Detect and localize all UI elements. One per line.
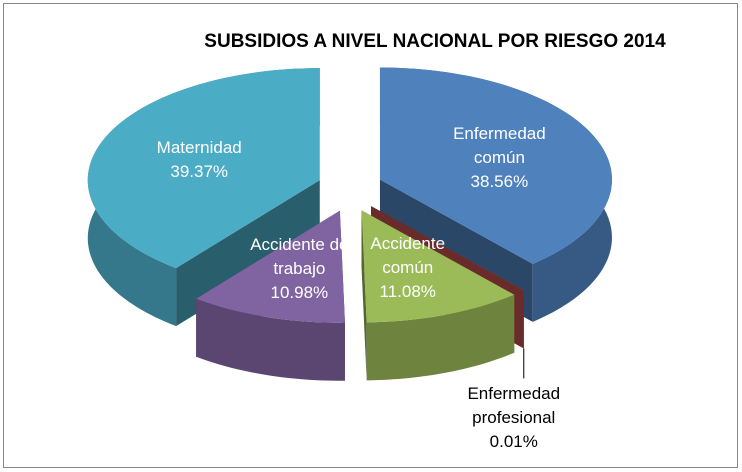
label-box: Enfermedad profesional 0.01% bbox=[454, 378, 574, 458]
slice-top bbox=[87, 68, 320, 269]
category-label: Accidente común bbox=[370, 233, 446, 277]
slice bbox=[361, 210, 515, 381]
data-label: Accidente de trabajo 10.98% bbox=[239, 229, 359, 309]
category-label: Maternidad bbox=[156, 137, 242, 157]
slice-top bbox=[371, 206, 524, 291]
slice-top bbox=[361, 210, 515, 323]
value-label: 10.98% bbox=[270, 283, 329, 303]
label-box: Accidente común 11.08% bbox=[348, 228, 468, 308]
slice bbox=[196, 210, 345, 381]
category-label: Enfermedad profesional bbox=[467, 384, 561, 428]
data-label: Enfermedad profesional 0.01% bbox=[454, 378, 574, 458]
category-label: Enfermedad común bbox=[453, 123, 546, 167]
slice-wall bbox=[361, 210, 367, 381]
data-label: Enfermedad común 38.56% bbox=[439, 118, 559, 198]
value-label: 39.37% bbox=[170, 161, 229, 181]
value-label: 11.08% bbox=[379, 281, 436, 301]
value-label: 0.01% bbox=[489, 432, 538, 452]
slice-side bbox=[196, 298, 345, 381]
label-box: Maternidad 39.37% bbox=[139, 120, 259, 200]
slice-top bbox=[379, 67, 612, 264]
label-box: Accidente de trabajo 10.98% bbox=[239, 229, 359, 309]
label-box: Enfermedad común 38.56% bbox=[439, 118, 559, 198]
category-label: Accidente de trabajo bbox=[250, 235, 349, 279]
slice-top bbox=[196, 210, 345, 323]
value-label: 38.56% bbox=[470, 171, 529, 191]
data-label: Accidente común 11.08% bbox=[348, 228, 468, 308]
slice-side bbox=[366, 294, 515, 381]
data-label: Maternidad 39.37% bbox=[139, 120, 259, 200]
chart-title: SUBSIDIOS A NIVEL NACIONAL POR RIESGO 20… bbox=[204, 31, 666, 52]
